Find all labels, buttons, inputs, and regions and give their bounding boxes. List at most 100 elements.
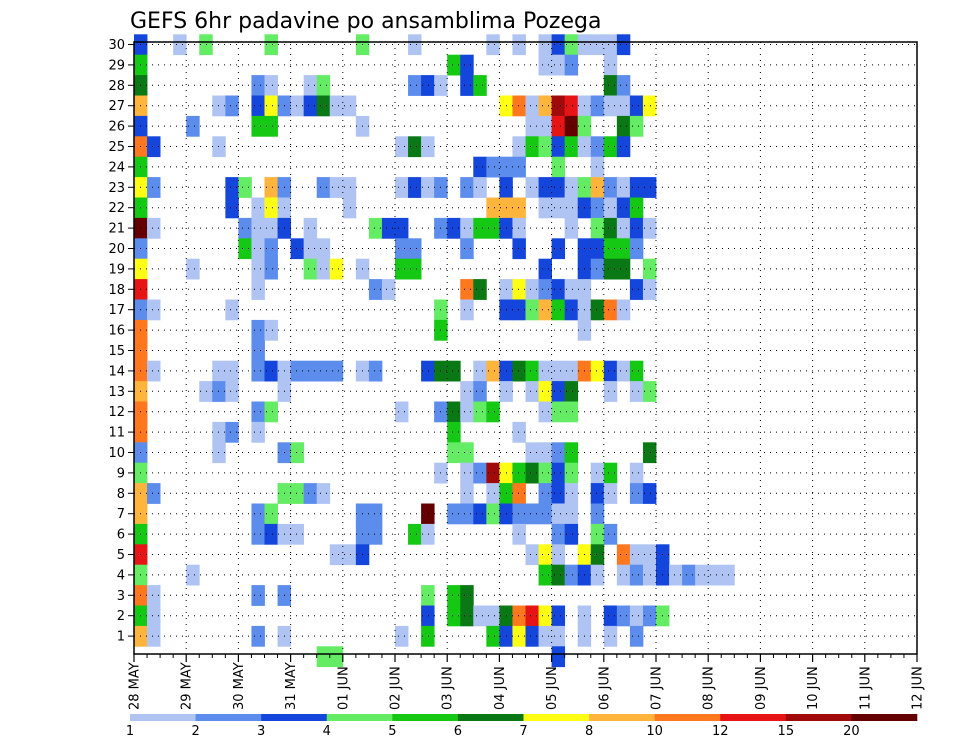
- heatmap-cell: [264, 523, 278, 545]
- heatmap-cell: [460, 483, 474, 504]
- colorbar-label: 10: [646, 724, 663, 739]
- heatmap-cell: [316, 75, 331, 96]
- heatmap-cell: [473, 279, 487, 300]
- heatmap-cell: [551, 381, 566, 402]
- heatmap-cell: [225, 381, 239, 402]
- heatmap-cells: [134, 34, 735, 668]
- heatmap-cell: [147, 585, 161, 606]
- heatmap-cell: [538, 177, 552, 198]
- heatmap-cell: [303, 360, 318, 382]
- heatmap-cell: [147, 136, 161, 158]
- heatmap-cell: [512, 299, 526, 321]
- y-tick-label: 5: [117, 548, 125, 563]
- x-tick-label: 05 JUN: [545, 666, 560, 710]
- heatmap-cell: [251, 197, 265, 219]
- x-tick-label: 07 JUN: [650, 666, 665, 710]
- heatmap-cell: [264, 401, 278, 423]
- y-tick-label: 16: [108, 324, 125, 339]
- colorbar-swatch: [195, 714, 262, 721]
- heatmap-cell: [251, 319, 265, 341]
- colorbar-swatch: [654, 714, 721, 721]
- y-tick-label: 7: [117, 507, 125, 522]
- heatmap-cell: [603, 34, 618, 56]
- heatmap-cell: [603, 75, 618, 96]
- heatmap-cell: [486, 360, 500, 382]
- colorbar-swatch: [523, 714, 590, 721]
- heatmap-cell: [538, 258, 552, 280]
- heatmap-cell: [486, 625, 500, 647]
- colorbar-label: 4: [323, 724, 331, 739]
- heatmap-cell: [342, 177, 357, 198]
- heatmap-cell: [421, 625, 435, 647]
- heatmap-cell: [473, 503, 487, 525]
- x-tick-label: 04 JUN: [493, 666, 508, 710]
- heatmap-cell: [512, 462, 526, 484]
- heatmap-cell: [408, 75, 422, 96]
- heatmap-cell: [395, 177, 409, 198]
- colorbar-label: 3: [257, 724, 265, 739]
- x-tick-label: 29 MAY: [180, 662, 195, 710]
- heatmap-cell: [251, 421, 265, 443]
- heatmap-cell: [238, 177, 252, 198]
- colorbar-swatch: [589, 714, 655, 721]
- x-tick-label: 11 JUN: [858, 666, 873, 710]
- heatmap-cell: [590, 564, 605, 586]
- heatmap-cell: [486, 462, 500, 484]
- heatmap-cell: [551, 503, 566, 525]
- heatmap-cell: [538, 564, 552, 586]
- heatmap-cell: [264, 319, 278, 341]
- heatmap-cell: [225, 197, 239, 219]
- heatmap-cell: [551, 177, 566, 198]
- heatmap-cell: [564, 462, 579, 484]
- y-tick-label: 9: [117, 466, 125, 481]
- y-tick-label: 21: [108, 222, 125, 237]
- heatmap-cell: [525, 177, 539, 198]
- heatmap-cell: [603, 483, 618, 504]
- heatmap-cell: [421, 75, 435, 96]
- heatmap-cell: [238, 217, 252, 239]
- heatmap-cell: [264, 95, 278, 117]
- y-tick-label: 17: [108, 303, 125, 318]
- heatmap-cell: [473, 381, 487, 402]
- x-tick-label: 10 JUN: [806, 666, 821, 710]
- heatmap-cell: [395, 401, 409, 423]
- heatmap-cell: [316, 360, 331, 382]
- x-tick-label: 09 JUN: [754, 666, 769, 710]
- heatmap-cell: [538, 115, 552, 137]
- heatmap-cell: [473, 75, 487, 96]
- heatmap-cell: [538, 483, 552, 504]
- heatmap-cell: [616, 238, 631, 260]
- y-tick-label: 11: [108, 426, 125, 441]
- heatmap-cell: [590, 523, 605, 545]
- colorbar-swatch: [326, 714, 393, 721]
- y-tick-label: 19: [108, 262, 125, 277]
- heatmap-cell: [329, 360, 344, 382]
- heatmap-cell: [616, 75, 631, 96]
- heatmap-cell: [512, 197, 526, 219]
- heatmap-cell: [147, 217, 161, 239]
- x-axis-ticks: 28 MAY 29 MAY 30 MAY 31 MAY 01 JUN 02 JUN 03 J…: [128, 654, 926, 710]
- heatmap-cell: [251, 625, 265, 647]
- heatmap-cell: [473, 177, 487, 198]
- heatmap-cell: [616, 115, 631, 137]
- heatmap-cell: [173, 34, 187, 56]
- heatmap-cell: [225, 95, 239, 117]
- colorbar-swatch: [457, 714, 524, 721]
- heatmap-cell: [303, 258, 318, 280]
- heatmap-cell: [629, 544, 644, 566]
- heatmap-cell: [564, 442, 579, 464]
- heatmap-cell: [590, 483, 605, 504]
- heatmap-cell: [616, 544, 631, 566]
- heatmap-cell: [629, 197, 644, 219]
- heatmap-cell: [616, 605, 631, 627]
- heatmap-cell: [525, 462, 539, 484]
- heatmap-cell: [551, 279, 566, 300]
- heatmap-cell: [721, 564, 735, 586]
- colorbar-label: 15: [778, 724, 795, 739]
- y-tick-label: 1: [117, 630, 125, 645]
- y-tick-label: 23: [108, 181, 125, 196]
- heatmap-cell: [212, 360, 226, 382]
- x-tick-label: 28 MAY: [128, 662, 143, 710]
- heatmap-cell: [525, 503, 539, 525]
- heatmap-cell: [316, 258, 331, 280]
